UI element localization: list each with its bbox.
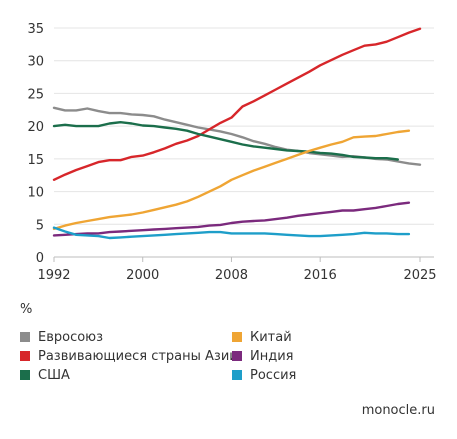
legend-item: США [20,368,70,383]
legend-swatch [232,332,242,342]
series-line [52,27,422,181]
legend-item: Индия [232,349,293,364]
y-tick-label: 30 [27,55,44,70]
series-line [52,121,399,161]
legend-item: Китай [232,330,292,345]
legend-swatch [232,370,242,380]
y-tick-label: 10 [27,186,44,201]
y-tick-label: 15 [27,153,44,168]
x-tick-label: 2000 [126,268,159,283]
source-credit: monocle.ru [361,403,435,418]
x-tick-label: 1992 [37,268,70,283]
legend-item: Развивающиеся страны Азии [20,349,238,364]
series-line [52,201,411,237]
legend-label: Индия [250,349,294,364]
legend-swatch [20,332,30,342]
y-tick-label: 5 [36,218,44,233]
x-tick-label: 2025 [403,268,436,283]
series-lines [52,27,422,240]
legend-label: Евросоюз [38,330,104,345]
x-tick-label: 2008 [215,268,248,283]
y-axis-ticks: 0 5 10 15 20 25 30 35 [27,22,44,266]
legend-label: США [38,368,70,383]
unit-label: % [20,302,33,317]
legend-label: Развивающиеся страны Азии [38,349,238,364]
series-line [52,226,411,240]
y-tick-label: 0 [36,251,44,266]
y-tick-label: 35 [27,22,44,37]
x-tick-label: 2016 [304,268,337,283]
legend-item: Евросоюз [20,330,103,345]
legend-label: Россия [250,368,297,383]
y-tick-label: 20 [27,120,44,135]
grid-lines [54,27,434,258]
x-axis-ticks: 1992 2000 2008 2016 2025 [37,257,437,283]
legend-swatch [20,351,30,361]
legend-item: Россия [232,368,296,383]
legend-swatch [232,351,242,361]
legend-swatch [20,370,30,380]
series-line [52,129,411,231]
legend-label: Китай [250,330,292,345]
y-tick-label: 25 [27,87,44,102]
